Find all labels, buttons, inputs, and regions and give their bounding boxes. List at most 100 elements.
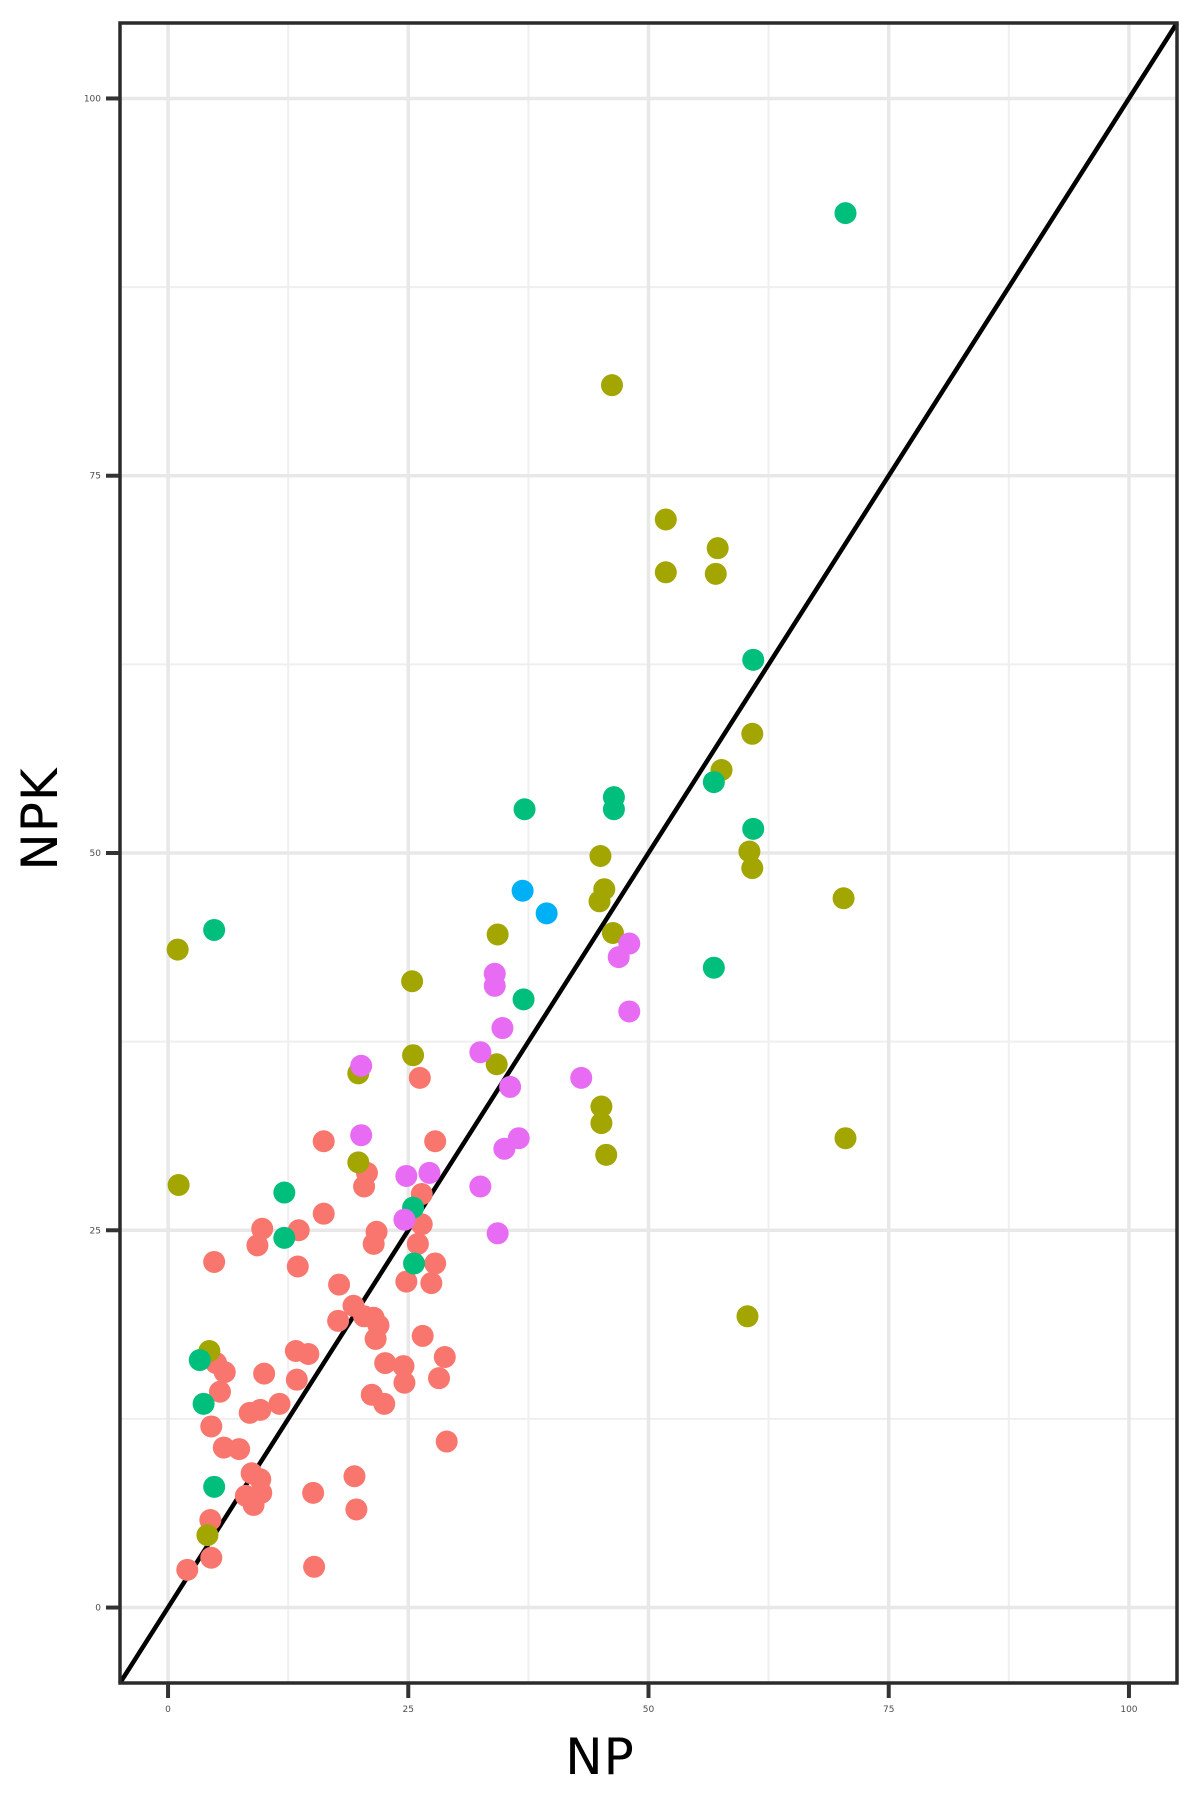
data-point-salmon bbox=[297, 1343, 320, 1366]
x-tick-label: 100 bbox=[1120, 1705, 1137, 1715]
data-point-salmon bbox=[393, 1371, 416, 1394]
data-point-green bbox=[513, 798, 536, 821]
data-point-olive bbox=[401, 970, 424, 993]
data-point-salmon bbox=[213, 1361, 236, 1384]
data-point-olive bbox=[654, 508, 677, 531]
data-point-salmon bbox=[373, 1392, 396, 1415]
x-tick-label: 50 bbox=[643, 1705, 655, 1715]
data-point-magenta bbox=[469, 1041, 492, 1064]
data-point-olive bbox=[741, 722, 764, 745]
data-point-olive bbox=[167, 1174, 190, 1196]
data-point-salmon bbox=[345, 1498, 368, 1521]
data-point-magenta bbox=[493, 1137, 516, 1160]
data-point-green bbox=[602, 798, 625, 821]
data-point-olive bbox=[166, 938, 189, 961]
data-point-olive bbox=[601, 921, 624, 944]
data-point-green bbox=[403, 1252, 426, 1275]
data-point-blue bbox=[535, 902, 558, 925]
data-point-olive bbox=[589, 845, 612, 868]
data-point-magenta bbox=[469, 1175, 492, 1198]
data-point-green bbox=[273, 1226, 296, 1249]
data-point-olive bbox=[590, 1112, 613, 1135]
data-point-salmon bbox=[424, 1252, 447, 1275]
y-tick-label: 25 bbox=[90, 1226, 101, 1236]
y-tick-label: 50 bbox=[90, 849, 102, 859]
data-point-magenta bbox=[483, 974, 506, 997]
data-point-salmon bbox=[435, 1430, 458, 1453]
data-point-olive bbox=[590, 1095, 613, 1118]
data-point-magenta bbox=[418, 1161, 441, 1184]
y-tick-label: 0 bbox=[95, 1604, 101, 1614]
data-point-salmon bbox=[200, 1546, 223, 1569]
data-point-salmon bbox=[433, 1346, 456, 1369]
data-point-salmon bbox=[253, 1362, 276, 1385]
x-tick-label: 0 bbox=[165, 1705, 171, 1715]
data-point-salmon bbox=[268, 1392, 291, 1415]
data-point-magenta bbox=[350, 1124, 373, 1147]
data-point-olive bbox=[736, 1305, 759, 1328]
data-point-olive bbox=[834, 1127, 857, 1150]
data-point-olive bbox=[706, 537, 729, 560]
data-point-olive bbox=[741, 857, 764, 880]
data-point-salmon bbox=[285, 1368, 308, 1391]
data-point-salmon bbox=[242, 1493, 265, 1516]
data-point-salmon bbox=[410, 1213, 433, 1236]
data-point-green bbox=[834, 202, 857, 225]
data-point-salmon bbox=[353, 1175, 376, 1198]
data-point-olive bbox=[402, 1044, 425, 1067]
x-tick-label: 75 bbox=[883, 1705, 894, 1715]
data-point-salmon bbox=[312, 1130, 335, 1153]
data-point-salmon bbox=[406, 1232, 429, 1255]
data-point-magenta bbox=[393, 1208, 416, 1231]
data-point-olive bbox=[600, 374, 623, 397]
data-point-green bbox=[702, 956, 725, 979]
data-point-salmon bbox=[420, 1272, 443, 1295]
data-point-olive bbox=[196, 1524, 219, 1547]
data-point-salmon bbox=[428, 1367, 451, 1390]
data-point-olive bbox=[738, 840, 761, 863]
data-point-green bbox=[273, 1181, 296, 1204]
data-point-green bbox=[203, 1475, 226, 1498]
data-point-salmon bbox=[251, 1217, 274, 1240]
data-point-salmon bbox=[246, 1234, 269, 1257]
data-point-olive bbox=[486, 923, 509, 946]
y-axis-title: NPK bbox=[11, 767, 69, 871]
data-point-salmon bbox=[362, 1232, 385, 1255]
data-point-olive bbox=[654, 561, 677, 584]
data-point-green bbox=[702, 771, 725, 794]
data-point-olive bbox=[347, 1151, 370, 1174]
data-point-salmon bbox=[302, 1481, 325, 1504]
y-tick-label: 100 bbox=[84, 94, 101, 104]
data-point-green bbox=[192, 1392, 215, 1415]
data-point-green bbox=[742, 817, 765, 840]
x-tick-label: 25 bbox=[403, 1705, 414, 1715]
data-point-olive bbox=[832, 887, 855, 910]
data-point-salmon bbox=[328, 1273, 351, 1296]
data-point-salmon bbox=[312, 1202, 335, 1225]
data-point-salmon bbox=[374, 1352, 397, 1375]
y-tick-label: 75 bbox=[90, 472, 101, 482]
data-point-magenta bbox=[618, 1000, 641, 1023]
data-point-salmon bbox=[392, 1355, 415, 1378]
identity-line bbox=[118, 21, 1179, 1685]
data-point-olive bbox=[485, 1053, 508, 1076]
panel-border bbox=[118, 21, 1179, 1685]
data-point-salmon bbox=[176, 1558, 199, 1581]
data-point-olive bbox=[588, 890, 611, 913]
data-point-magenta bbox=[486, 1222, 509, 1245]
data-point-salmon bbox=[424, 1130, 447, 1153]
data-point-salmon bbox=[364, 1327, 387, 1350]
data-point-green bbox=[188, 1349, 211, 1372]
data-point-salmon bbox=[286, 1255, 309, 1278]
data-point-green bbox=[203, 918, 226, 941]
data-point-salmon bbox=[343, 1465, 366, 1488]
data-point-green bbox=[512, 988, 535, 1011]
data-point-magenta bbox=[570, 1066, 593, 1089]
data-point-salmon bbox=[395, 1270, 418, 1293]
data-point-salmon bbox=[228, 1438, 251, 1461]
data-point-magenta bbox=[607, 946, 630, 969]
data-point-blue bbox=[511, 879, 534, 902]
x-axis-title: NP bbox=[565, 1728, 635, 1786]
